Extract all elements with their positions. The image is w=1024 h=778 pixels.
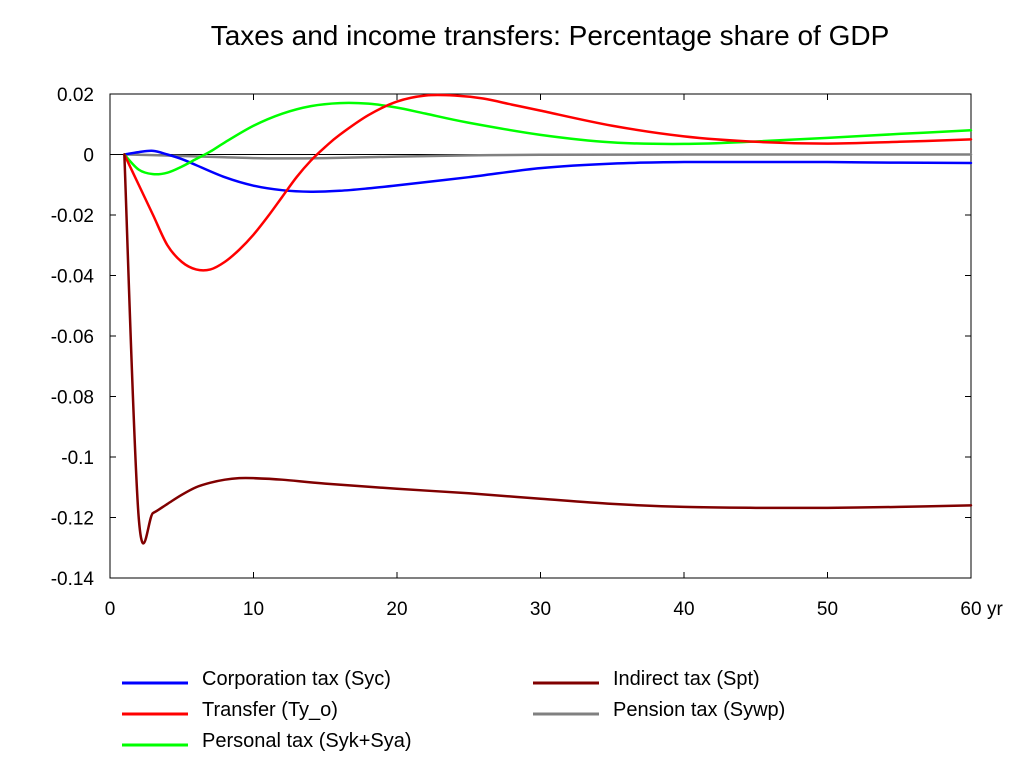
plot-area [109,93,972,579]
legend-item: Pension tax (Sywp) [533,699,785,721]
chart-title: Taxes and income transfers: Percentage s… [210,20,890,51]
y-tick-label: -0.04 [51,267,95,288]
series-line-2 [123,101,973,176]
series-line-1 [123,93,973,272]
legend-label: Indirect tax (Spt) [613,668,760,690]
y-tick-label: 0.02 [57,85,94,106]
legend-item: Transfer (Ty_o) [122,699,338,721]
tick-labels: 0.02 0 -0.02 -0.04 -0.06 -0.08 -0.1 -0.12 -0.14 0… [51,85,1004,620]
y-tick-label: -0.06 [51,327,94,348]
legend-item: Corporation tax (Syc) [122,668,391,690]
y-tick-label: 0 [83,146,94,167]
legend-label: Corporation tax (Syc) [202,668,391,690]
legend: Corporation tax (Syc) Transfer (Ty_o) Pers… [122,668,785,752]
x-tick-label: 50 [817,599,838,620]
y-tick-label: -0.02 [51,206,94,227]
x-tick-label: 60 [960,599,981,620]
y-tick-label: -0.14 [51,569,95,590]
x-tick-label: 40 [673,599,694,620]
series-line-3 [123,153,973,545]
legend-label: Transfer (Ty_o) [202,699,338,721]
legend-label: Pension tax (Sywp) [613,699,785,721]
legend-item: Personal tax (Syk+Sya) [122,730,412,752]
axis-ticks [109,93,972,579]
x-tick-label: 0 [105,599,116,620]
x-tick-label: 10 [243,599,264,620]
series-line-4 [123,153,973,160]
x-tick-label: 20 [386,599,407,620]
legend-label: Personal tax (Syk+Sya) [202,730,412,752]
x-unit-label: yr [987,599,1004,620]
legend-item: Indirect tax (Spt) [533,668,760,690]
y-tick-label: -0.12 [51,509,94,530]
y-tick-label: -0.1 [61,448,94,469]
series-lines [123,93,973,545]
series-line-0 [123,149,973,193]
y-tick-label: -0.08 [51,388,94,409]
x-tick-label: 30 [530,599,551,620]
